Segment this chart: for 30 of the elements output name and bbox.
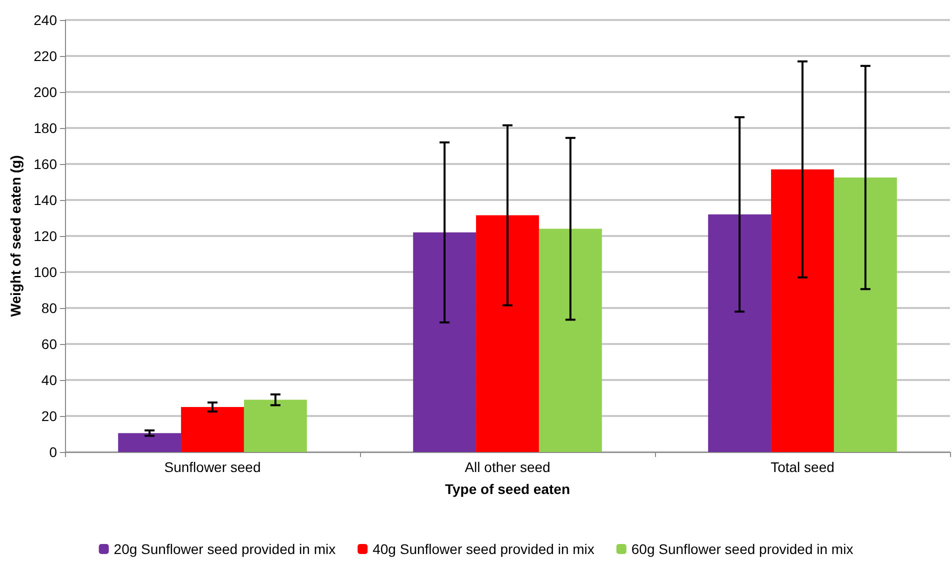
x-tick-label: Total seed bbox=[770, 459, 834, 475]
legend-label: 20g Sunflower seed provided in mix bbox=[114, 541, 336, 557]
y-tick-label: 180 bbox=[34, 120, 58, 136]
y-tick-label: 40 bbox=[41, 372, 58, 388]
bar bbox=[181, 407, 244, 452]
y-tick-label: 200 bbox=[34, 84, 58, 100]
y-tick-label: 20 bbox=[41, 408, 58, 424]
y-axis-title: Weight of seed eaten (g) bbox=[8, 155, 24, 317]
x-tick-label: Sunflower seed bbox=[164, 459, 261, 475]
bar bbox=[244, 400, 307, 452]
y-tick-label: 80 bbox=[41, 300, 58, 316]
bar bbox=[834, 178, 897, 452]
y-tick-label: 140 bbox=[34, 192, 58, 208]
legend-label: 60g Sunflower seed provided in mix bbox=[631, 541, 854, 557]
bar bbox=[538, 228, 602, 452]
legend-label: 40g Sunflower seed provided in mix bbox=[372, 541, 594, 557]
y-tick-label: 160 bbox=[34, 156, 58, 172]
y-tick-label: 100 bbox=[34, 264, 58, 280]
y-tick-label: 60 bbox=[41, 336, 58, 352]
bar bbox=[708, 214, 772, 452]
y-tick-label: 240 bbox=[34, 12, 58, 28]
bar bbox=[413, 232, 476, 452]
bar bbox=[771, 169, 834, 452]
bar bbox=[476, 215, 539, 452]
y-tick-label: 120 bbox=[34, 228, 58, 244]
y-tick-label: 220 bbox=[34, 48, 58, 64]
y-tick-label: 0 bbox=[49, 444, 58, 460]
x-axis-title: Type of seed eaten bbox=[444, 481, 570, 497]
bar bbox=[118, 433, 182, 452]
x-tick-label: All other seed bbox=[464, 459, 550, 475]
